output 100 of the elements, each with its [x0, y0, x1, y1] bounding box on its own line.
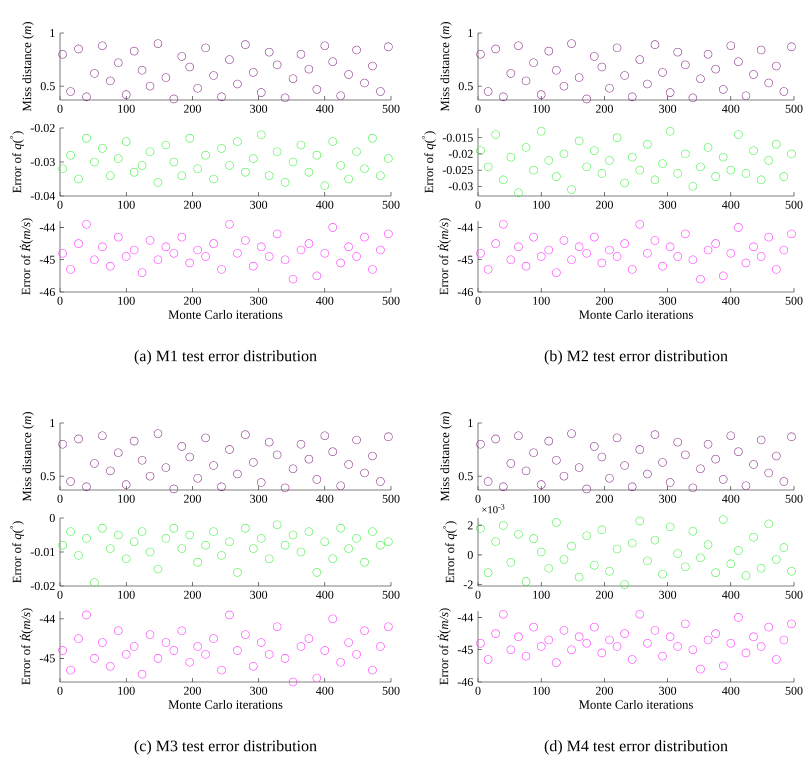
- point: [217, 92, 226, 102]
- point: [688, 484, 698, 492]
- point: [636, 610, 644, 618]
- point: [376, 642, 385, 651]
- point: [567, 542, 576, 550]
- point: [233, 646, 242, 655]
- point: [114, 626, 123, 635]
- point: [643, 140, 652, 148]
- y-tick-label: -0.01: [30, 548, 55, 556]
- point: [476, 146, 485, 155]
- x-tick-label: 0: [475, 200, 481, 209]
- point: [681, 150, 690, 158]
- x-tick-label: 200: [596, 104, 613, 113]
- point: [162, 534, 170, 543]
- x-tick-label: 200: [184, 104, 201, 113]
- point: [328, 223, 338, 232]
- x-tick-label: 0: [475, 590, 481, 599]
- point: [598, 169, 606, 178]
- point: [628, 265, 636, 274]
- point: [726, 41, 736, 50]
- x-tick-label: 300: [250, 200, 268, 209]
- point: [233, 568, 242, 577]
- point: [130, 46, 138, 56]
- point: [209, 634, 218, 643]
- point: [506, 152, 516, 162]
- point: [544, 636, 554, 644]
- point: [574, 572, 584, 582]
- point: [241, 524, 250, 532]
- x-tick-label: 100: [118, 296, 135, 305]
- point: [312, 568, 322, 577]
- x-tick-label: 0: [57, 200, 63, 209]
- point: [280, 654, 290, 663]
- y-tick-label: 1: [50, 29, 55, 37]
- point: [552, 518, 561, 527]
- point: [352, 148, 361, 156]
- point: [256, 638, 266, 647]
- point: [249, 662, 258, 670]
- x-tick-label: 100: [118, 200, 135, 209]
- point: [154, 654, 162, 663]
- point: [666, 632, 674, 642]
- y-tick-label: 2: [468, 521, 473, 530]
- y-axis-title: Miss distance (m): [440, 412, 452, 502]
- point: [66, 150, 75, 160]
- point: [499, 610, 508, 618]
- point: [514, 431, 523, 440]
- point: [681, 230, 690, 238]
- point: [154, 178, 162, 187]
- y-tick-label: -45: [458, 646, 473, 654]
- point: [201, 252, 210, 261]
- point: [106, 662, 115, 670]
- point: [764, 468, 773, 478]
- point: [249, 154, 258, 163]
- point: [217, 265, 226, 274]
- point: [673, 252, 682, 261]
- x-tick-label: 0: [475, 104, 481, 113]
- point: [560, 82, 568, 90]
- point: [574, 242, 584, 252]
- point: [628, 152, 636, 162]
- point: [233, 137, 242, 146]
- y-tick-label: -0.025: [442, 166, 473, 174]
- point: [336, 161, 345, 170]
- y-tick-label: 1: [50, 419, 55, 427]
- point: [666, 522, 674, 532]
- point: [749, 146, 758, 155]
- x-axis-title: Monte Carlo iterations: [579, 700, 693, 709]
- x-tick-label: 0: [475, 686, 481, 695]
- point: [780, 543, 788, 552]
- point: [742, 91, 750, 100]
- point: [312, 150, 322, 160]
- point: [756, 176, 766, 184]
- x-tick-label: 100: [533, 104, 550, 113]
- x-tick-label: 500: [382, 494, 400, 503]
- x-tick-label: 500: [382, 686, 400, 695]
- point: [66, 477, 75, 486]
- point: [484, 655, 492, 664]
- point: [522, 262, 530, 270]
- x-tick-label: 300: [250, 104, 268, 113]
- x-tick-label: 500: [786, 590, 803, 599]
- point: [288, 678, 298, 686]
- y-axis-title: Error of Ṙ(m/s): [438, 218, 451, 295]
- point: [336, 481, 345, 490]
- point: [628, 538, 636, 548]
- point: [98, 144, 107, 153]
- point: [718, 152, 728, 162]
- point: [328, 57, 338, 66]
- point: [620, 629, 629, 638]
- point: [506, 255, 516, 264]
- point: [605, 566, 614, 576]
- point: [780, 87, 788, 96]
- point: [780, 636, 788, 644]
- point: [598, 526, 606, 534]
- point: [193, 246, 202, 254]
- point: [122, 90, 130, 99]
- point: [567, 185, 576, 194]
- point: [58, 646, 67, 655]
- point: [185, 530, 194, 540]
- point: [193, 558, 202, 566]
- point: [193, 474, 202, 483]
- point: [620, 461, 629, 470]
- point: [696, 464, 705, 473]
